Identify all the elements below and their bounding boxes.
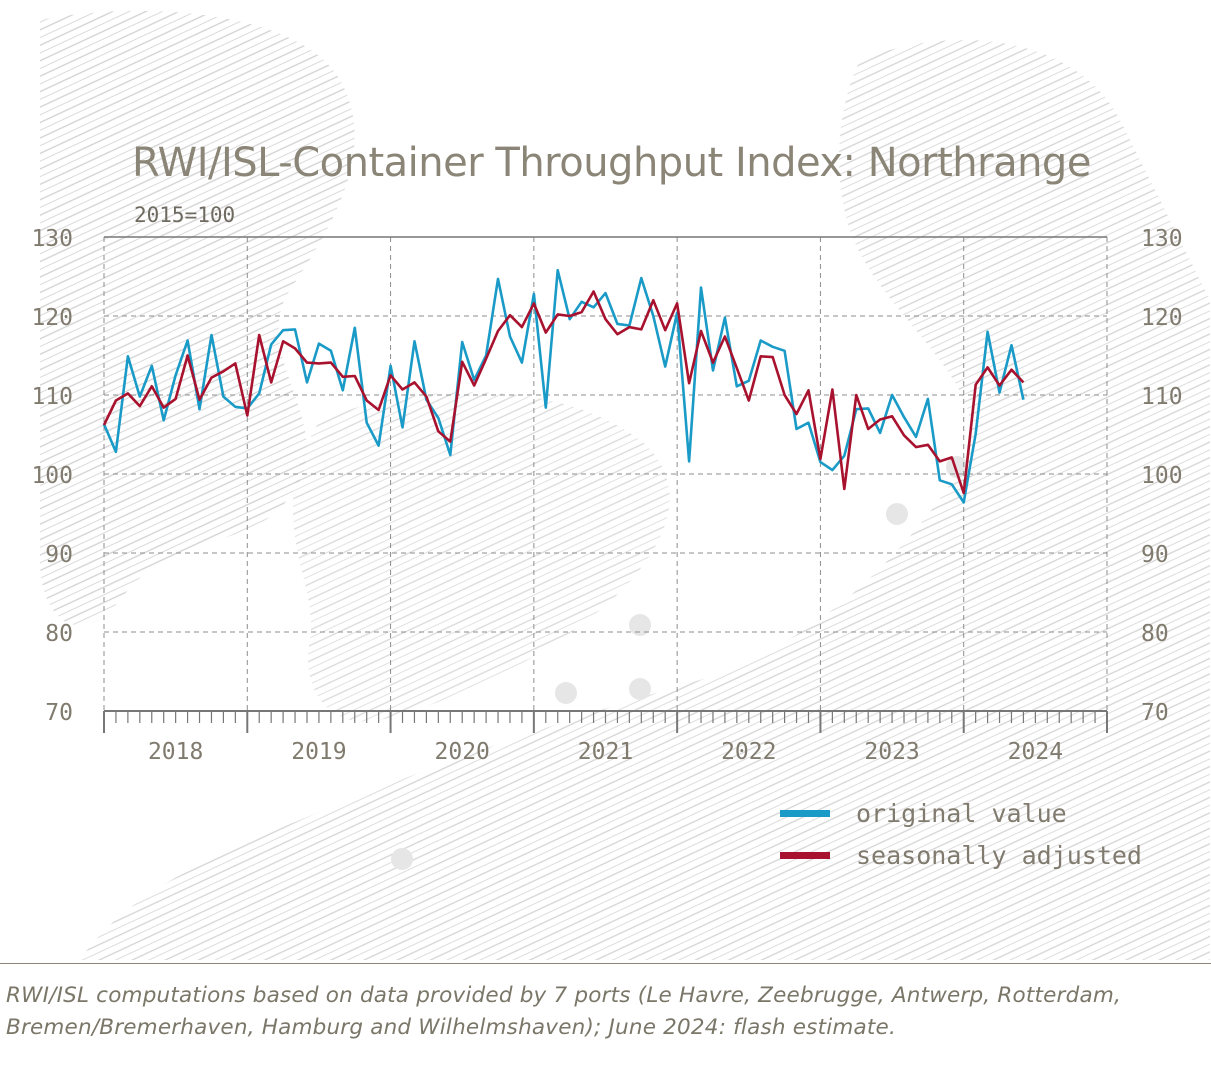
y-tick-label-right: 80	[1141, 621, 1169, 647]
x-tick-label: 2021	[578, 739, 633, 765]
series-line-original-value	[102, 268, 1025, 504]
y-tick-label-left: 130	[31, 226, 73, 252]
x-tick-label: 2023	[864, 739, 919, 765]
x-tick-label: 2024	[1008, 739, 1063, 765]
y-tick-label-left: 80	[45, 621, 73, 647]
x-tick-label: 2022	[721, 739, 776, 765]
chart-subtitle: 2015=100	[134, 203, 236, 227]
legend-label-seasonally-adjusted: seasonally adjusted	[856, 840, 1142, 870]
footnote: RWI/ISL computations based on data provi…	[6, 983, 1121, 1040]
y-tick-label-right: 100	[1141, 463, 1183, 489]
legend-item-seasonally-adjusted[interactable]: seasonally adjusted	[780, 834, 1142, 876]
grid-lines	[103, 237, 1108, 711]
y-tick-label-left: 90	[45, 542, 73, 568]
y-tick-label-right: 110	[1141, 384, 1183, 410]
legend-label-original: original value	[856, 798, 1067, 828]
x-tick-label: 2019	[291, 739, 346, 765]
chart-title: RWI/ISL-Container Throughput Index: Nort…	[132, 140, 1091, 186]
y-tick-label-left: 70	[45, 700, 73, 726]
y-tick-label-right: 70	[1141, 700, 1169, 726]
x-tick-label: 2020	[435, 739, 490, 765]
y-tick-label-left: 120	[31, 305, 73, 331]
y-tick-label-right: 130	[1141, 226, 1183, 252]
legend-swatch-original	[780, 809, 830, 817]
x-tick-label: 2018	[148, 739, 203, 765]
y-tick-label-right: 120	[1141, 305, 1183, 331]
y-tick-label-right: 90	[1141, 542, 1169, 568]
series-layer	[102, 268, 1025, 504]
legend: original value seasonally adjusted	[780, 792, 1142, 876]
tick-labels: 70 70 80 80 90 90 100 100 110 110 120 120 130 130 2018…	[31, 226, 1182, 765]
y-tick-label-left: 100	[31, 463, 73, 489]
footnote-divider	[0, 963, 1211, 964]
series-line-seasonally-adjusted	[102, 290, 1025, 495]
legend-swatch-seasonally-adjusted	[780, 851, 830, 859]
axes	[103, 236, 1108, 733]
legend-item-original[interactable]: original value	[780, 792, 1142, 834]
y-tick-label-left: 110	[31, 384, 73, 410]
